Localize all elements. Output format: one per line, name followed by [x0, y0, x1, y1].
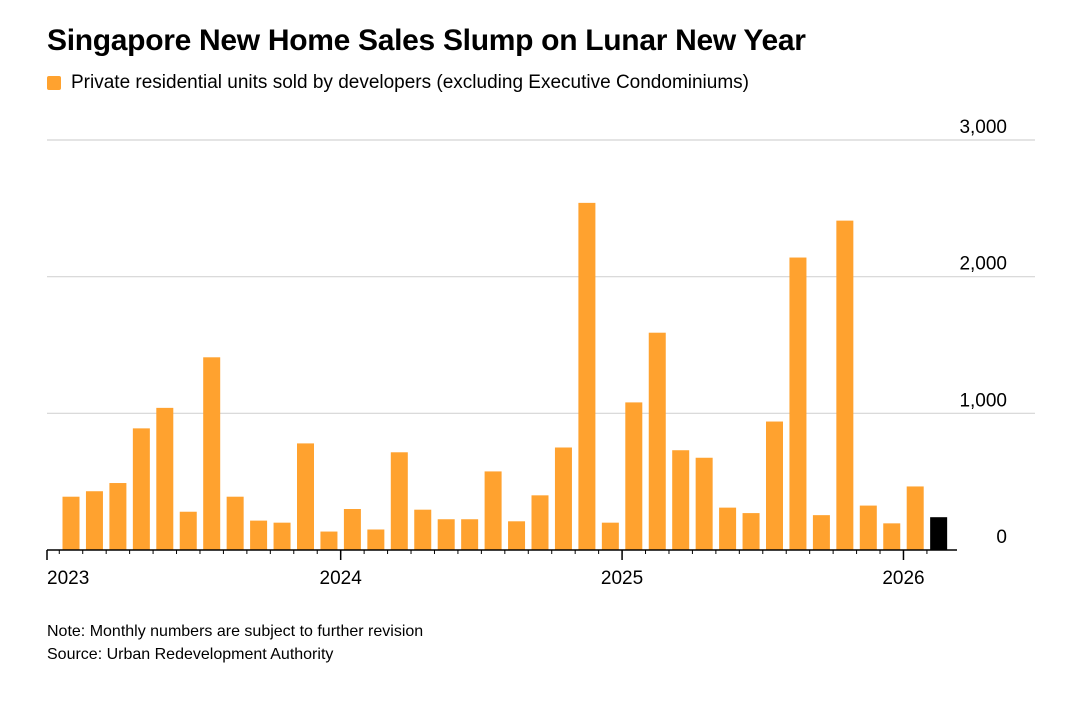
bar-aug-2025: [789, 257, 807, 550]
bar-aug-2024: [508, 521, 526, 550]
bar-feb-2026: [930, 517, 948, 550]
bar-jan-2026: [906, 486, 924, 550]
bar-feb-2024: [367, 529, 385, 550]
legend: Private residential units sold by develo…: [47, 72, 749, 94]
x-tick-label-2024: 2024: [320, 568, 363, 589]
bar-nov-2023: [297, 443, 314, 550]
bar-may-2023: [156, 407, 174, 550]
bar-oct-2025: [836, 220, 854, 550]
bar-apr-2025: [695, 457, 713, 550]
bar-jul-2024: [484, 471, 502, 550]
bar-mar-2024: [390, 452, 408, 550]
bars: [62, 202, 948, 550]
gridlines: [47, 139, 1035, 414]
bar-jun-2023: [179, 511, 197, 550]
bar-dec-2024: [601, 522, 619, 550]
bar-apr-2024: [414, 509, 432, 550]
bar-oct-2023: [273, 522, 291, 550]
x-tick-label-2025: 2025: [601, 568, 643, 589]
bar-sep-2025: [812, 515, 830, 550]
y-tick-label-3000: 3,000: [959, 117, 1007, 138]
y-tick-label-0: 0: [996, 527, 1007, 548]
bar-jun-2024: [461, 519, 479, 550]
bar-oct-2024: [554, 447, 572, 550]
y-tick-label-2000: 2,000: [959, 254, 1007, 275]
bar-jan-2023: [62, 496, 80, 550]
bar-nov-2025: [859, 505, 877, 550]
bar-dec-2023: [320, 531, 338, 550]
bar-jul-2023: [203, 357, 221, 550]
bar-feb-2023: [85, 491, 103, 550]
y-tick-label-1000: 1,000: [959, 390, 1007, 411]
bar-nov-2024: [578, 202, 596, 550]
bar-jul-2025: [766, 421, 783, 550]
bar-may-2024: [437, 519, 455, 550]
bar-aug-2023: [226, 496, 244, 550]
bar-dec-2025: [883, 523, 901, 550]
bar-mar-2025: [672, 450, 690, 550]
bar-apr-2023: [132, 428, 150, 550]
bar-jan-2024: [343, 509, 361, 550]
legend-swatch: [47, 76, 61, 90]
x-tick-label-2023: 2023: [47, 568, 89, 589]
bar-sep-2023: [250, 520, 268, 550]
bar-jan-2025: [625, 402, 643, 550]
x-tick-label-2026: 2026: [882, 568, 924, 589]
chart-title: Singapore New Home Sales Slump on Lunar …: [47, 24, 806, 57]
axes: 0 1,000 2,000 3,000 2023 2024 2025 2026: [46, 117, 1007, 589]
legend-label: Private residential units sold by develo…: [71, 72, 749, 93]
bar-may-2025: [719, 507, 737, 550]
source-text: Source: Urban Redevelopment Authority: [47, 646, 334, 663]
bar-jun-2025: [742, 513, 760, 550]
note-text: Note: Monthly numbers are subject to fur…: [47, 623, 424, 640]
bar-sep-2024: [531, 495, 549, 550]
bar-feb-2025: [648, 332, 666, 550]
bar-mar-2023: [109, 483, 127, 550]
